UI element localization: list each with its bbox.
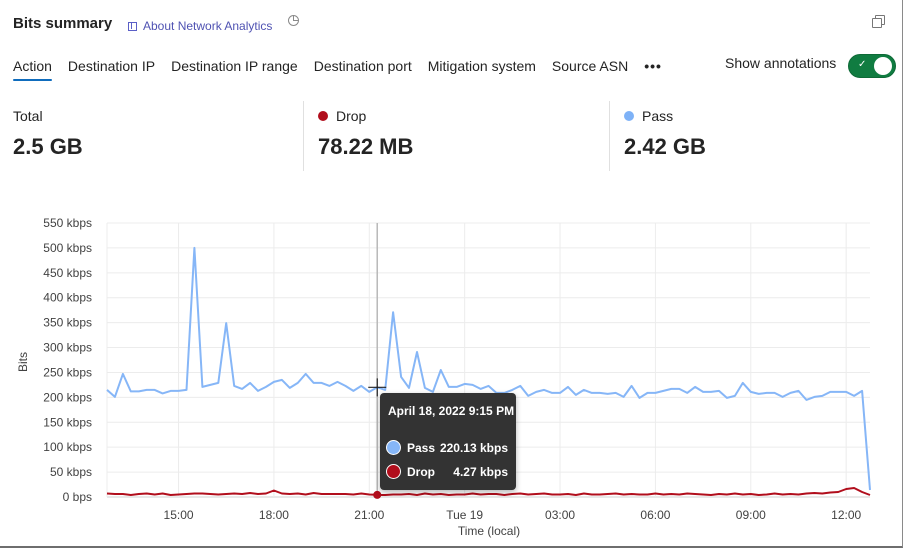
- metric-value: 2.5 GB: [13, 134, 83, 159]
- more-tabs-button[interactable]: •••: [644, 58, 662, 74]
- x-tick-label: Tue 19: [446, 508, 483, 522]
- y-axis-title: Bits: [16, 352, 30, 372]
- pass-dot: [386, 440, 401, 455]
- tab-destination-ip-range[interactable]: Destination IP range: [171, 58, 298, 74]
- tab-action[interactable]: Action: [13, 58, 52, 81]
- y-tick-label: 550 kbps: [43, 216, 92, 230]
- show-annotations-toggle[interactable]: ✓: [848, 54, 896, 78]
- y-tick-label: 250 kbps: [43, 365, 92, 379]
- y-tick-label: 300 kbps: [43, 341, 92, 355]
- tab-destination-ip[interactable]: Destination IP: [67, 58, 156, 74]
- tab-destination-port[interactable]: Destination port: [313, 58, 412, 74]
- divider: [303, 101, 304, 171]
- toggle-knob: [874, 57, 892, 75]
- crosshair-cursor-icon: [368, 378, 387, 397]
- divider: [609, 101, 610, 171]
- y-tick-label: 100 kbps: [43, 440, 92, 454]
- show-annotations-label: Show annotations: [725, 55, 837, 71]
- x-tick-label: 09:00: [736, 508, 766, 522]
- drop-legend-dot: [318, 111, 328, 121]
- series-line-drop: [106, 487, 871, 496]
- card-title: Bits summary: [13, 15, 113, 32]
- tooltip-row-drop: Drop 4.27 kbps: [386, 464, 508, 479]
- about-link-label: About Network Analytics: [143, 19, 273, 33]
- metric-value: 2.42 GB: [624, 134, 706, 159]
- x-tick-label: 18:00: [259, 508, 289, 522]
- dimension-tabs: Action Destination IP Destination IP ran…: [13, 58, 662, 81]
- metric-label: Pass: [642, 108, 674, 124]
- metric-label: Total: [13, 108, 43, 124]
- copy-icon[interactable]: [872, 15, 885, 28]
- tooltip-row-pass: Pass 220.13 kbps: [386, 440, 508, 455]
- metric-drop: Drop 78.22 MB: [318, 108, 413, 160]
- metric-value: 78.22 MB: [318, 134, 414, 159]
- y-tick-label: 500 kbps: [43, 241, 92, 255]
- metric-total: Total 2.5 GB: [13, 108, 83, 160]
- x-axis-title: Time (local): [458, 524, 520, 538]
- chart-tooltip: April 18, 2022 9:15 PM Pass 220.13 kbps …: [380, 393, 516, 490]
- metric-label: Drop: [336, 108, 367, 124]
- y-tick-label: 400 kbps: [43, 291, 92, 305]
- y-tick-label: 450 kbps: [43, 266, 92, 280]
- tooltip-series-value: 220.13 kbps: [439, 440, 508, 455]
- y-tick-label: 150 kbps: [43, 415, 92, 429]
- x-tick-label: 12:00: [831, 508, 861, 522]
- y-tick-label: 50 kbps: [50, 465, 92, 479]
- hover-point-drop: [373, 490, 382, 499]
- tooltip-series-value: 4.27 kbps: [453, 464, 508, 479]
- x-tick-label: 06:00: [640, 508, 670, 522]
- x-tick-label: 03:00: [545, 508, 575, 522]
- about-network-analytics-link[interactable]: About Network Analytics: [128, 19, 272, 33]
- tooltip-title: April 18, 2022 9:15 PM: [388, 404, 515, 418]
- x-tick-label: 21:00: [354, 508, 384, 522]
- series-line-pass: [106, 246, 871, 491]
- drop-dot: [386, 464, 401, 479]
- book-icon: [128, 21, 137, 31]
- tab-mitigation-system[interactable]: Mitigation system: [427, 58, 536, 74]
- history-icon[interactable]: [288, 15, 299, 26]
- tooltip-series-name: Pass: [407, 440, 436, 455]
- tab-source-asn[interactable]: Source ASN: [551, 58, 629, 74]
- y-tick-label: 350 kbps: [43, 316, 92, 330]
- metric-pass: Pass 2.42 GB: [624, 108, 706, 160]
- y-tick-label: 0 bps: [63, 490, 92, 504]
- y-tick-label: 200 kbps: [43, 390, 92, 404]
- checkmark-icon: ✓: [858, 59, 867, 70]
- pass-legend-dot: [624, 111, 634, 121]
- x-tick-label: 15:00: [164, 508, 194, 522]
- tooltip-series-name: Drop: [407, 464, 435, 479]
